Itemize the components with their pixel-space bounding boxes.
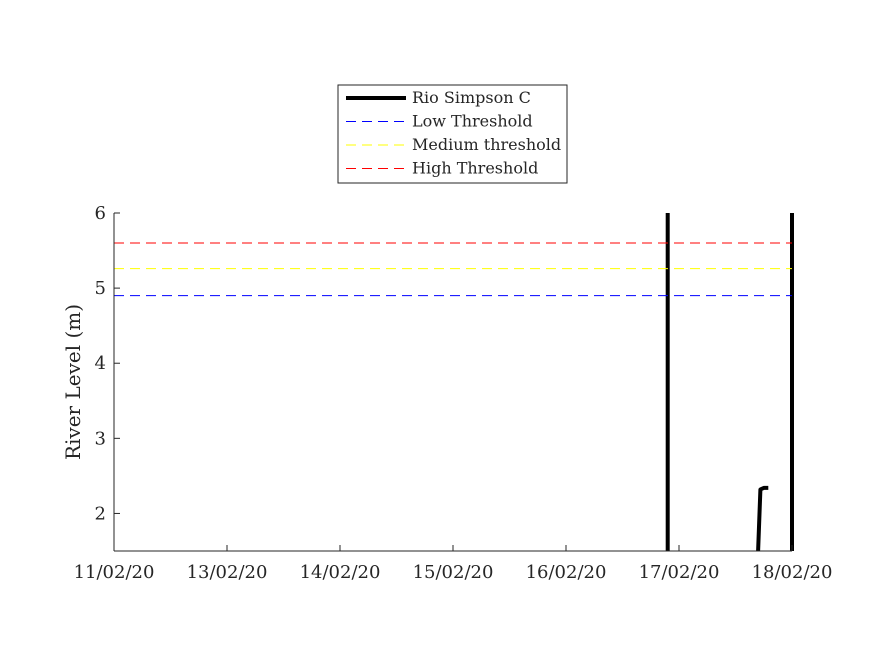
legend-box [337,84,568,184]
rio-simpson-c-segment-2 [756,485,769,552]
legend-label-medium-threshold: Medium threshold [412,135,561,154]
legend-label-rio-simpson-c: Rio Simpson C [412,88,531,107]
x-tick-label: 18/02/20 [752,562,833,583]
y-tick-label: 6 [95,203,106,224]
legend: Rio Simpson C Low Threshold Medium thresho… [337,84,568,184]
x-tick-label: 17/02/20 [639,562,720,583]
legend-label-high-threshold: High Threshold [412,159,538,178]
y-tick-label: 4 [95,353,106,374]
y-tick-label: 5 [95,278,106,299]
x-tick-label: 14/02/20 [300,562,381,583]
y-axis-label: River Level (m) [61,304,85,460]
x-tick-label: 11/02/20 [74,562,155,583]
y-tick-label: 2 [95,503,106,524]
x-tick-label: 13/02/20 [187,562,268,583]
y-tick-label: 3 [95,428,106,449]
x-tick-label: 16/02/20 [526,562,607,583]
x-tick-label: 15/02/20 [413,562,494,583]
axes-layer: 11/02/20 13/02/20 14/02/20 15/02/20 16/02/20… [74,203,833,583]
legend-label-low-threshold: Low Threshold [412,112,533,131]
series-layer [114,213,794,552]
